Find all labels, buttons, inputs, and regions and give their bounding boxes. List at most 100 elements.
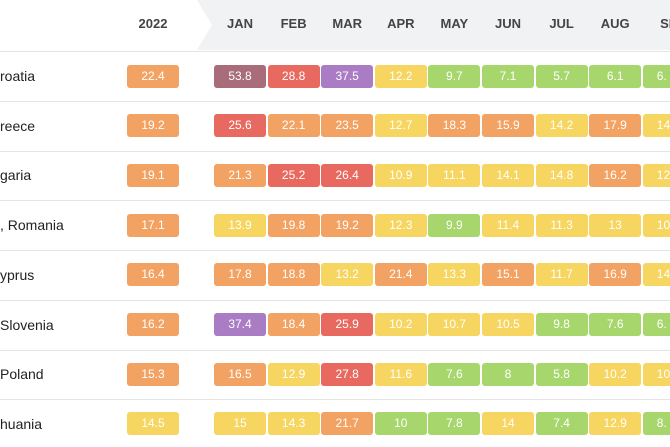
value-cell: 7.8 <box>428 412 481 436</box>
value-cell: 13.9 <box>214 213 266 237</box>
value-cell: 10.2 <box>589 362 642 386</box>
value-cell: 10.7 <box>428 313 481 336</box>
value-cell: 15.9 <box>482 114 534 138</box>
value-cell: 11.4 <box>482 213 534 237</box>
value-cell: 21.7 <box>321 412 374 436</box>
column-header: FEB <box>280 16 307 31</box>
value-cell: 14.8 <box>535 163 588 187</box>
value-cell: 5.7 <box>535 64 588 88</box>
value-cell: 5.8 <box>535 362 588 386</box>
column-header: MAY <box>440 16 469 31</box>
value-cell: 25.9 <box>321 313 374 336</box>
column-header: JUL <box>549 16 574 31</box>
value-cell: 10.9 <box>374 163 427 187</box>
value-cell: 17.8 <box>214 263 266 287</box>
value-cell: 7.1 <box>482 64 534 88</box>
column-header: SE <box>660 16 670 31</box>
value-cell: 6. <box>642 313 670 336</box>
value-cell: 7.6 <box>428 362 481 386</box>
row-label: roatia <box>0 68 36 84</box>
row-separator <box>0 200 670 202</box>
row-separator <box>0 250 670 252</box>
value-cell: 14.2 <box>535 114 588 138</box>
value-cell: 12 <box>642 163 670 187</box>
value-cell: 8 <box>482 362 534 386</box>
column-header: JUN <box>494 16 521 31</box>
value-cell: 9.7 <box>428 64 481 88</box>
value-cell: 6.1 <box>589 64 642 88</box>
value-cell: 9.9 <box>428 213 481 237</box>
value-cell: 12.2 <box>374 64 427 88</box>
row-label: Slovenia <box>0 316 54 333</box>
value-cell: 15.3 <box>127 362 179 386</box>
value-cell: 14 <box>642 114 670 138</box>
value-cell: 18.3 <box>428 114 481 138</box>
value-cell: 28.8 <box>267 64 320 88</box>
row-label: , Romania <box>0 217 64 234</box>
value-cell: 13 <box>589 213 642 237</box>
value-cell: 11.1 <box>428 163 481 187</box>
row-separator <box>0 150 670 152</box>
value-cell: 16.2 <box>589 163 642 187</box>
value-cell: 16.2 <box>127 313 179 336</box>
value-cell: 23.5 <box>321 114 374 138</box>
value-cell: 27.8 <box>321 362 374 386</box>
value-cell: 12.9 <box>589 412 642 436</box>
value-cell: 7.4 <box>535 412 588 436</box>
value-cell: 21.3 <box>214 163 266 187</box>
value-cell: 10.2 <box>374 313 427 336</box>
value-cell: 11.6 <box>374 362 427 386</box>
value-cell: 19.2 <box>127 114 179 138</box>
value-cell: 16.4 <box>127 263 179 287</box>
row-separator <box>0 299 670 301</box>
column-header: AUG <box>600 16 630 31</box>
header-band <box>197 0 670 50</box>
row-label: huania <box>0 415 43 432</box>
value-cell: 11.7 <box>535 263 588 287</box>
column-header: 2022 <box>138 16 168 31</box>
value-cell: 37.5 <box>321 64 374 88</box>
value-cell: 11.3 <box>535 213 588 237</box>
value-cell: 9.8 <box>535 313 588 336</box>
value-cell: 22.4 <box>127 64 179 88</box>
value-cell: 12.9 <box>267 362 320 386</box>
value-cell: 26.4 <box>321 163 374 187</box>
value-cell: 14.5 <box>127 412 179 436</box>
value-cell: 15 <box>214 412 266 436</box>
value-cell: 10 <box>642 362 670 386</box>
row-separator <box>0 101 670 102</box>
value-cell: 13.2 <box>321 263 374 287</box>
value-cell: 14 <box>482 412 534 436</box>
value-cell: 16.9 <box>589 263 642 287</box>
value-cell: 25.6 <box>214 114 266 138</box>
value-cell: 18.4 <box>267 313 320 336</box>
value-cell: 15.1 <box>482 263 534 287</box>
value-cell: 21.4 <box>374 263 427 287</box>
value-cell: 14.1 <box>482 163 534 187</box>
row-label: garia <box>0 167 32 184</box>
header-notch <box>197 0 212 50</box>
value-cell: 17.9 <box>589 114 642 138</box>
value-cell: 17.1 <box>127 213 179 237</box>
value-cell: 25.2 <box>267 163 320 187</box>
value-cell: 10.5 <box>482 313 534 336</box>
value-cell: 6. <box>642 64 670 88</box>
row-label: Poland <box>0 366 44 383</box>
value-cell: 10 <box>374 412 427 436</box>
column-header: MAR <box>332 16 362 31</box>
value-cell: 19.2 <box>321 213 374 237</box>
row-separator <box>0 51 670 52</box>
value-cell: 8. <box>642 412 670 436</box>
value-cell: 22.1 <box>267 114 320 138</box>
value-cell: 13.3 <box>428 263 481 287</box>
value-cell: 7.6 <box>589 313 642 336</box>
column-header: APR <box>387 16 415 31</box>
value-cell: 53.8 <box>214 64 266 88</box>
column-header: JAN <box>226 16 253 31</box>
value-cell: 12.7 <box>374 114 427 138</box>
value-cell: 14 <box>642 263 670 287</box>
value-cell: 12.3 <box>374 213 427 237</box>
value-cell: 19.1 <box>127 163 179 187</box>
row-label: reece <box>0 117 36 134</box>
